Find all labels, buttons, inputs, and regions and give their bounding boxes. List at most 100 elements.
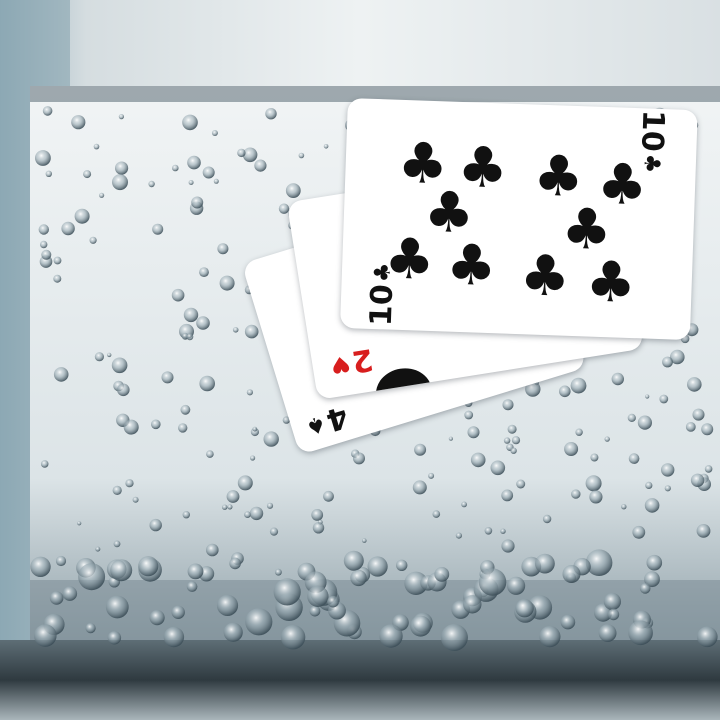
bubble <box>254 159 267 172</box>
bubble <box>40 240 48 249</box>
bubble <box>138 556 159 577</box>
bubble <box>115 161 129 175</box>
bubble <box>685 422 696 432</box>
bubble <box>187 563 204 580</box>
bubble <box>503 437 511 444</box>
bubble <box>500 528 506 534</box>
bubble <box>628 453 640 464</box>
bubble <box>111 357 128 374</box>
bubble <box>62 586 78 601</box>
bubble <box>269 527 279 536</box>
bubble <box>149 610 165 626</box>
bubble <box>105 595 129 619</box>
bubble <box>434 567 450 582</box>
bubble <box>590 453 599 462</box>
bubble <box>107 352 112 358</box>
bubble <box>42 106 53 116</box>
bubble <box>410 615 432 637</box>
bubble <box>484 527 493 535</box>
bubble <box>53 274 62 283</box>
bubble <box>539 626 561 648</box>
bubble <box>53 256 62 265</box>
bubble <box>440 624 468 651</box>
bubble <box>516 479 526 489</box>
bubble <box>112 174 128 191</box>
bubble <box>163 626 185 648</box>
bubble <box>604 436 610 442</box>
bubble <box>463 595 482 614</box>
bubble <box>249 506 264 521</box>
bubble <box>646 554 663 571</box>
bubble <box>461 501 467 508</box>
bubble <box>152 223 164 235</box>
bubble <box>687 377 702 392</box>
bubble <box>191 196 204 209</box>
bubble <box>34 624 57 647</box>
bubble <box>161 371 174 384</box>
bubble <box>464 410 474 420</box>
bubble <box>515 599 534 618</box>
bubble <box>172 164 179 172</box>
bubble <box>229 557 241 570</box>
bubble <box>148 180 155 188</box>
bubble <box>242 147 258 163</box>
bubble <box>490 460 506 476</box>
bubble <box>307 585 329 607</box>
bubble <box>309 605 321 617</box>
bubble <box>343 550 364 571</box>
bubble <box>83 170 92 179</box>
bubble <box>467 426 480 439</box>
bubble <box>670 349 685 365</box>
bubble <box>570 377 587 394</box>
bubble <box>455 532 462 539</box>
bubble <box>45 170 52 177</box>
bubble <box>701 423 714 436</box>
bubble <box>645 394 650 399</box>
bubble <box>414 443 427 456</box>
card-rank: 10 <box>633 109 671 153</box>
bubble <box>89 236 97 244</box>
bubble <box>661 463 675 477</box>
bubble <box>632 525 646 539</box>
bubble <box>353 452 365 465</box>
bubble <box>199 267 209 277</box>
bubble <box>223 622 243 642</box>
bubble <box>49 591 64 605</box>
bubble <box>226 490 240 503</box>
bubble <box>237 475 253 491</box>
bubble <box>71 115 86 130</box>
water-surface-line <box>30 86 720 102</box>
bubble <box>61 221 75 236</box>
bubble <box>607 608 620 621</box>
bubble <box>502 399 514 411</box>
bubble <box>585 475 602 492</box>
bubble <box>244 324 259 339</box>
bubble <box>118 114 124 120</box>
bubble <box>245 608 273 636</box>
bubble <box>696 524 711 538</box>
bubble <box>298 152 305 159</box>
bubble <box>187 155 201 170</box>
bubble <box>559 385 571 398</box>
bubble <box>535 553 555 574</box>
card-index: 4 ♠ <box>302 398 353 441</box>
bubble <box>621 504 627 510</box>
bubble <box>171 288 185 302</box>
bubble <box>265 108 277 120</box>
bubble <box>692 408 705 421</box>
bubble <box>250 455 256 461</box>
bubble <box>598 624 617 642</box>
bubble <box>41 249 52 260</box>
bubble <box>123 419 139 435</box>
bubble <box>125 479 134 488</box>
bubble <box>95 546 101 552</box>
bubble <box>501 539 515 553</box>
bubble <box>562 565 581 583</box>
bubble <box>645 481 653 489</box>
bubble <box>77 521 82 526</box>
bubble <box>188 180 194 185</box>
bubble <box>575 428 583 436</box>
club-icon: ♣ <box>383 226 436 294</box>
bubble <box>542 514 552 524</box>
bubble <box>280 625 306 650</box>
